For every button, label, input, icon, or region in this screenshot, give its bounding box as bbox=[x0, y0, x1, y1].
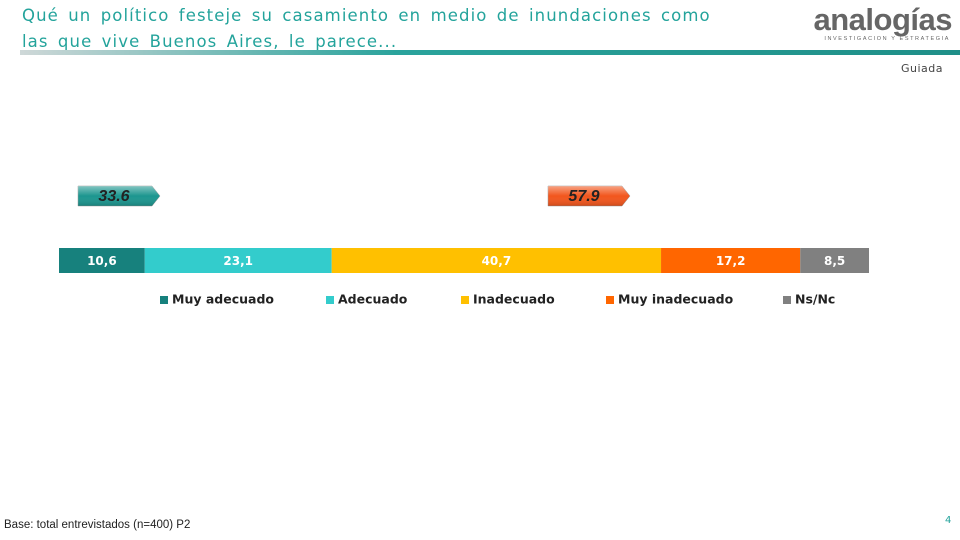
footnote: Base: total entrevistados (n=400) P2 bbox=[4, 519, 191, 531]
logo-subtitle: INVESTIGACION Y ESTRATEGIA bbox=[824, 36, 950, 42]
bar-segment bbox=[331, 248, 662, 273]
legend-label: Inadecuado bbox=[473, 292, 555, 307]
header-rule bbox=[20, 50, 960, 55]
value-label: 10,6 bbox=[87, 254, 117, 268]
value-label: 40,7 bbox=[482, 254, 512, 268]
legend-label: Adecuado bbox=[338, 292, 408, 307]
value-label: 8,5 bbox=[824, 254, 845, 268]
callout-label: 33.6 bbox=[98, 188, 129, 205]
legend-swatch bbox=[326, 296, 334, 304]
callout-shine bbox=[548, 186, 630, 206]
page-number: 4 bbox=[945, 515, 952, 526]
logo: analogías bbox=[813, 2, 953, 37]
bar-segment bbox=[661, 248, 801, 273]
legend-swatch bbox=[783, 296, 791, 304]
value-label: 23,1 bbox=[223, 254, 253, 268]
bar-segment bbox=[144, 248, 332, 273]
tag: Guiada bbox=[900, 62, 943, 75]
slide-title: Qué un político festeje su casamiento en… bbox=[22, 6, 711, 51]
bar-segment bbox=[800, 248, 869, 273]
bar-segment bbox=[59, 248, 145, 273]
legend-label: Ns/Nc bbox=[795, 292, 835, 307]
legend-swatch bbox=[461, 296, 469, 304]
legend-label: Muy adecuado bbox=[172, 292, 274, 307]
callout-label: 57.9 bbox=[568, 188, 599, 205]
callout-shine bbox=[78, 186, 160, 206]
legend-label: Muy inadecuado bbox=[618, 292, 734, 307]
legend-swatch bbox=[160, 296, 168, 304]
legend-swatch bbox=[606, 296, 614, 304]
value-label: 17,2 bbox=[716, 254, 746, 268]
